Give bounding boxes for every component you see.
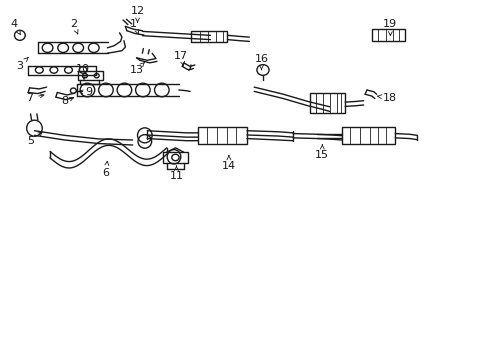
Text: 2: 2 xyxy=(70,18,78,34)
Text: 3: 3 xyxy=(16,57,28,71)
Text: 19: 19 xyxy=(383,18,397,36)
Bar xyxy=(309,93,345,113)
Text: 8: 8 xyxy=(61,96,74,107)
Bar xyxy=(163,152,188,163)
Text: 10: 10 xyxy=(76,64,90,80)
Text: 14: 14 xyxy=(222,156,236,171)
Text: 7: 7 xyxy=(26,93,44,103)
Text: 13: 13 xyxy=(129,62,144,75)
Bar xyxy=(371,29,404,41)
Text: 16: 16 xyxy=(254,54,268,70)
Bar xyxy=(198,127,246,144)
Text: 1: 1 xyxy=(130,18,138,34)
Text: 15: 15 xyxy=(315,144,328,160)
Bar xyxy=(78,71,103,80)
Text: 12: 12 xyxy=(130,6,144,22)
Bar xyxy=(341,127,394,144)
Text: 17: 17 xyxy=(174,51,188,66)
Text: 18: 18 xyxy=(377,93,397,103)
Text: 11: 11 xyxy=(169,166,183,181)
Text: 5: 5 xyxy=(27,132,42,146)
Text: 9: 9 xyxy=(79,87,92,98)
Text: 6: 6 xyxy=(102,161,109,178)
Text: 4: 4 xyxy=(10,18,20,35)
Bar xyxy=(191,31,227,42)
